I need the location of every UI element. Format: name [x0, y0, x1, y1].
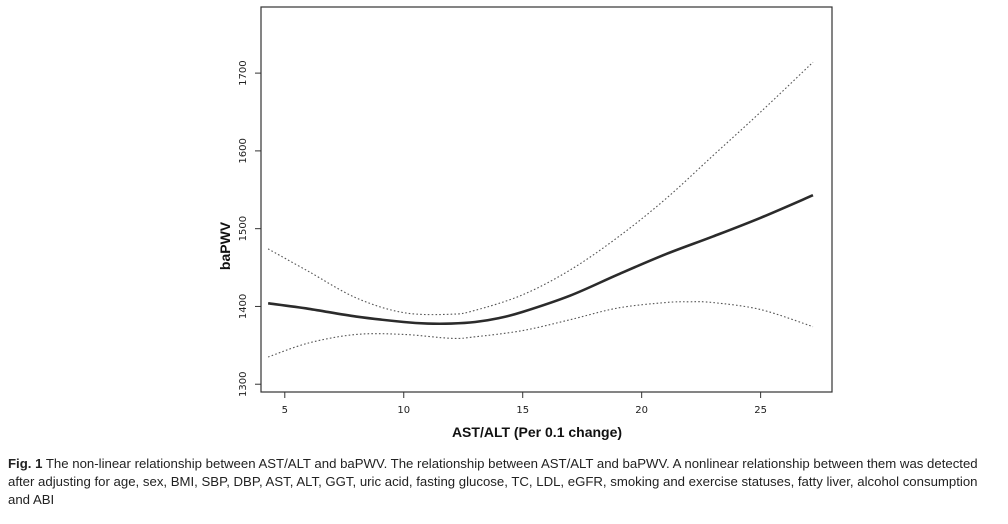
y-axis: 1300 1400 1500 1600 1700	[238, 60, 261, 397]
y-tick-label: 1300	[238, 371, 249, 396]
series-layer	[267, 61, 814, 358]
x-tick-label: 10	[397, 405, 410, 416]
figure-caption: Fig. 1 The non-linear relationship betwe…	[8, 455, 1000, 509]
y-tick-label: 1500	[238, 216, 249, 241]
lower-ci-line	[267, 301, 814, 358]
upper-ci-line	[267, 61, 814, 316]
x-tick-label: 20	[635, 405, 648, 416]
x-tick-label: 15	[516, 405, 529, 416]
x-tick-label: 25	[754, 405, 767, 416]
y-tick-label: 1600	[238, 138, 249, 163]
x-axis-title: AST/ALT (Per 0.1 change)	[452, 424, 622, 440]
figure-label: Fig. 1	[8, 456, 43, 471]
y-axis-title: baPWV	[217, 221, 233, 270]
y-tick-label: 1700	[238, 60, 249, 85]
chart-canvas: 1300 1400 1500 1600 1700 5 10 15 20 25 AST/ALT (…	[217, 6, 833, 440]
plot-frame	[260, 6, 833, 393]
y-tick-label: 1400	[238, 294, 249, 319]
caption-text: The non-linear relationship between AST/…	[8, 456, 978, 507]
fit-line	[267, 194, 814, 326]
x-axis: 5 10 15 20 25	[282, 392, 767, 416]
x-tick-label: 5	[282, 405, 288, 416]
